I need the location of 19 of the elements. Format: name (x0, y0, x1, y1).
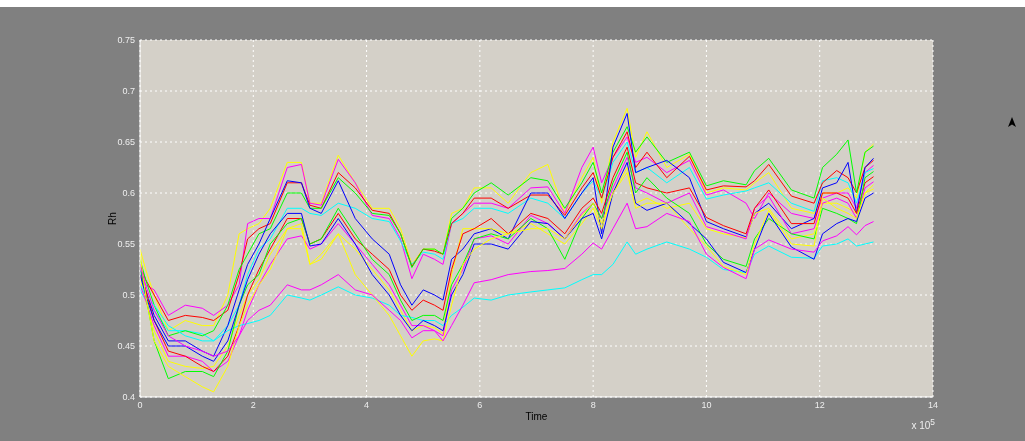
text: x 10$^{5}$ (911, 416, 935, 433)
y-tick-label: 0.7 (122, 86, 135, 97)
x-axis-title: Time (525, 410, 548, 422)
x-tick-label: 6 (477, 400, 483, 411)
x-tick-label: 12 (814, 400, 825, 411)
y-tick-label: 0.5 (122, 290, 135, 301)
y-tick-label: 0.45 (117, 341, 135, 352)
x-tick-label: 2 (250, 400, 256, 411)
y-tick-label: 0.4 (122, 392, 135, 403)
y-tick-label: 0.75 (117, 35, 135, 46)
y-axis-title: Rh (106, 212, 118, 225)
x-tick-label: 10 (701, 400, 712, 411)
y-tick-label: 0.55 (117, 239, 135, 250)
x-tick-label: 4 (364, 400, 370, 411)
y-tick-label: 0.6 (122, 188, 135, 199)
x-tick-label: 0 (137, 400, 143, 411)
x-tick-label: 14 (927, 400, 939, 411)
y-tick-label: 0.65 (117, 137, 135, 148)
x-tick-label: 8 (590, 400, 596, 411)
